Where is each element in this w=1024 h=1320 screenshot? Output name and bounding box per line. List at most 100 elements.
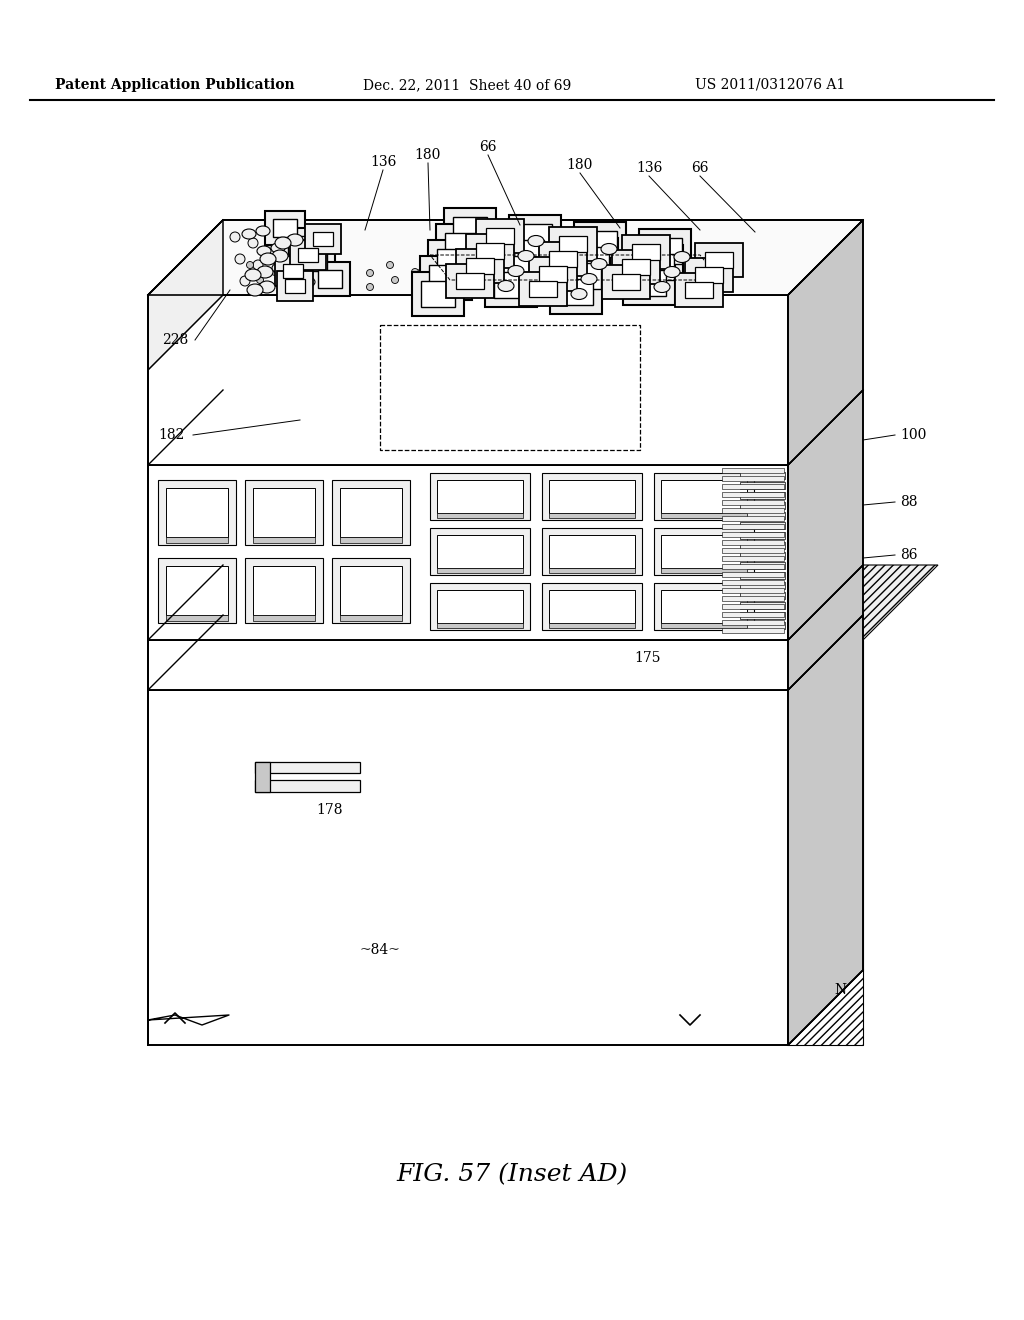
Polygon shape (740, 562, 785, 569)
Circle shape (316, 256, 324, 263)
Circle shape (258, 282, 268, 292)
Polygon shape (740, 572, 785, 579)
Polygon shape (740, 502, 785, 510)
Ellipse shape (257, 267, 273, 279)
Polygon shape (740, 512, 785, 519)
Polygon shape (340, 566, 402, 615)
Polygon shape (740, 492, 785, 499)
Polygon shape (255, 762, 270, 792)
Polygon shape (428, 240, 480, 284)
Polygon shape (310, 261, 350, 296)
Polygon shape (722, 548, 784, 553)
Circle shape (256, 276, 263, 284)
Ellipse shape (242, 228, 256, 239)
Polygon shape (549, 480, 635, 513)
Polygon shape (654, 528, 754, 576)
Polygon shape (148, 389, 863, 465)
Circle shape (247, 261, 254, 268)
Polygon shape (722, 587, 784, 593)
Polygon shape (740, 482, 785, 488)
Polygon shape (166, 566, 228, 615)
Polygon shape (437, 623, 523, 628)
Polygon shape (288, 236, 312, 253)
Polygon shape (722, 605, 784, 609)
Ellipse shape (674, 252, 690, 263)
Polygon shape (612, 275, 640, 290)
Polygon shape (654, 473, 754, 520)
Polygon shape (549, 513, 635, 517)
Circle shape (234, 253, 245, 264)
Ellipse shape (664, 267, 680, 277)
Polygon shape (722, 532, 784, 537)
Circle shape (436, 276, 443, 282)
Polygon shape (740, 543, 785, 549)
Polygon shape (740, 591, 785, 599)
Polygon shape (158, 480, 236, 545)
Polygon shape (519, 272, 567, 306)
Polygon shape (632, 271, 666, 296)
Polygon shape (253, 537, 315, 543)
Ellipse shape (601, 243, 617, 255)
Polygon shape (549, 623, 635, 628)
Polygon shape (705, 252, 733, 268)
Text: 180: 180 (415, 148, 441, 162)
Polygon shape (430, 528, 530, 576)
Polygon shape (148, 465, 788, 640)
Polygon shape (662, 623, 746, 628)
Polygon shape (412, 272, 464, 315)
Polygon shape (245, 480, 323, 545)
Polygon shape (437, 590, 523, 623)
Polygon shape (486, 228, 514, 244)
Polygon shape (275, 256, 311, 286)
Polygon shape (788, 565, 863, 690)
Ellipse shape (287, 234, 303, 246)
Polygon shape (437, 480, 523, 513)
Polygon shape (662, 513, 746, 517)
Ellipse shape (654, 281, 670, 293)
Polygon shape (550, 271, 602, 314)
Polygon shape (493, 247, 545, 290)
Polygon shape (722, 579, 784, 585)
Circle shape (240, 276, 250, 286)
Polygon shape (285, 279, 305, 293)
Polygon shape (437, 568, 523, 573)
Text: Dec. 22, 2011  Sheet 40 of 69: Dec. 22, 2011 Sheet 40 of 69 (362, 78, 571, 92)
Polygon shape (245, 558, 323, 623)
Circle shape (276, 261, 284, 268)
Polygon shape (494, 272, 528, 298)
Polygon shape (332, 558, 410, 623)
Polygon shape (437, 513, 523, 517)
Polygon shape (722, 612, 784, 616)
Ellipse shape (245, 269, 261, 281)
Polygon shape (559, 279, 593, 305)
Polygon shape (303, 253, 327, 271)
Circle shape (367, 269, 374, 276)
Polygon shape (566, 238, 618, 282)
Polygon shape (295, 246, 335, 279)
Polygon shape (740, 552, 785, 558)
Polygon shape (273, 219, 297, 238)
Ellipse shape (571, 289, 587, 300)
Polygon shape (444, 209, 496, 252)
Polygon shape (549, 590, 635, 623)
Polygon shape (722, 524, 784, 529)
Polygon shape (148, 294, 788, 465)
Polygon shape (788, 389, 863, 640)
Text: 136: 136 (370, 154, 396, 169)
Polygon shape (788, 640, 863, 1045)
Polygon shape (722, 492, 784, 498)
Circle shape (248, 238, 258, 248)
Text: 66: 66 (479, 140, 497, 154)
Circle shape (282, 284, 289, 290)
Ellipse shape (272, 249, 288, 261)
Polygon shape (558, 253, 610, 298)
Circle shape (271, 268, 279, 276)
Polygon shape (466, 257, 494, 275)
Polygon shape (631, 246, 683, 289)
Circle shape (367, 284, 374, 290)
Text: US 2011/0312076 A1: US 2011/0312076 A1 (695, 78, 845, 92)
Circle shape (386, 261, 393, 268)
Circle shape (412, 268, 419, 276)
Polygon shape (740, 622, 785, 630)
Text: 175: 175 (635, 651, 662, 665)
